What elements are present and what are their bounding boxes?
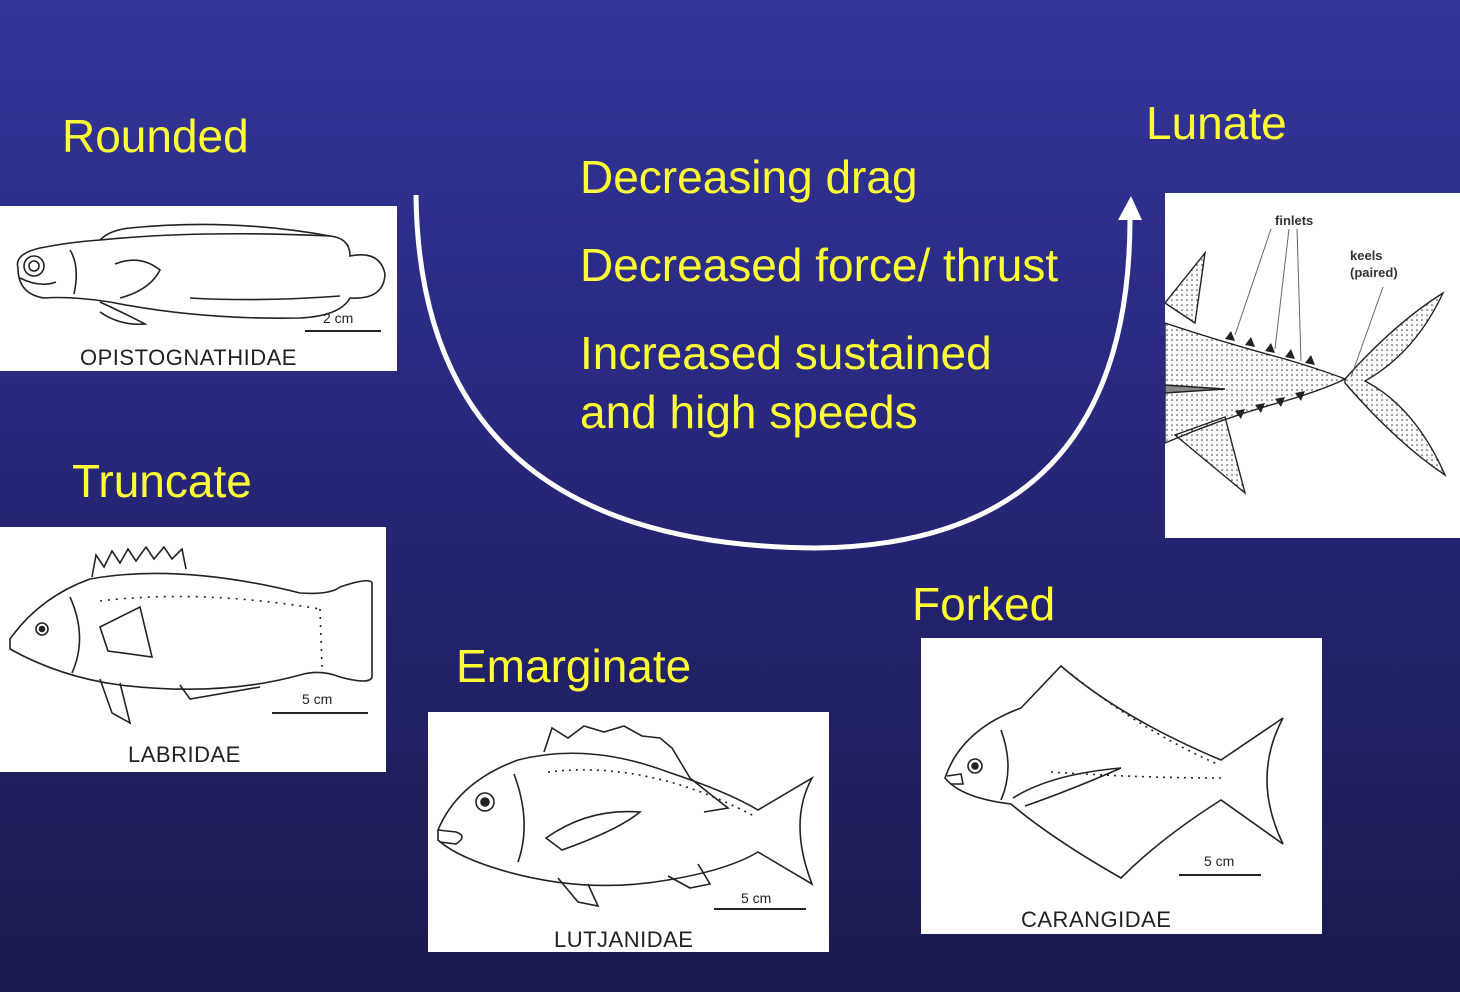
opistognathidae-caption: OPISTOGNATHIDAE — [80, 345, 297, 370]
carangidae-scale-bar — [1179, 874, 1261, 876]
labridae-fish-drawing — [9, 545, 373, 725]
panel-carangidae: 5 cm CARANGIDAE — [921, 638, 1322, 934]
label-emarginate: Emarginate — [456, 640, 692, 692]
label-truncate: Truncate — [72, 455, 252, 507]
lutjanidae-scale-label: 5 cm — [741, 890, 772, 906]
labridae-scale-bar — [272, 712, 368, 714]
trend-text: Decreasing drag Decreased force/ thrust … — [580, 148, 1058, 443]
carangidae-caption: CARANGIDAE — [1021, 907, 1172, 932]
opistognathidae-fish-drawing — [16, 223, 386, 326]
label-lunate: Lunate — [1146, 97, 1287, 149]
trend-decreased-thrust: Decreased force/ thrust — [580, 238, 1059, 291]
opistognathidae-scale-label: 2 cm — [323, 310, 354, 326]
carangidae-scale-label: 5 cm — [1204, 853, 1235, 869]
tuna-label-keels: keels (paired) — [1350, 248, 1398, 282]
carangidae-fish-drawing — [944, 664, 1284, 879]
label-rounded: Rounded — [62, 110, 249, 162]
tuna-label-finlets: finlets — [1275, 213, 1314, 228]
labridae-caption: LABRIDAE — [128, 742, 241, 767]
panel-opistognathidae: 2 cm OPISTOGNATHIDAE — [0, 206, 397, 371]
trend-increased-speed-1: Increased sustained — [580, 326, 992, 379]
opistognathidae-scale-bar — [305, 330, 381, 332]
trend-increased-speed-2: and high speeds — [580, 386, 918, 439]
tuna-label-keels-1: keels — [1350, 248, 1383, 263]
labridae-scale-label: 5 cm — [302, 691, 333, 707]
panel-tuna: finlets keels (paired) — [1165, 193, 1460, 538]
tuna-label-keels-2: (paired) — [1350, 264, 1398, 280]
tuna-tail-drawing — [1165, 228, 1447, 495]
trend-decreasing-drag: Decreasing drag — [580, 151, 918, 203]
lutjanidae-caption: LUTJANIDAE — [554, 927, 694, 952]
lutjanidae-fish-drawing — [437, 725, 815, 908]
panel-labridae: 5 cm LABRIDAE — [0, 527, 386, 772]
label-forked: Forked — [912, 578, 1056, 630]
lutjanidae-scale-bar — [714, 908, 806, 910]
panel-lutjanidae: 5 cm LUTJANIDAE — [428, 712, 829, 952]
